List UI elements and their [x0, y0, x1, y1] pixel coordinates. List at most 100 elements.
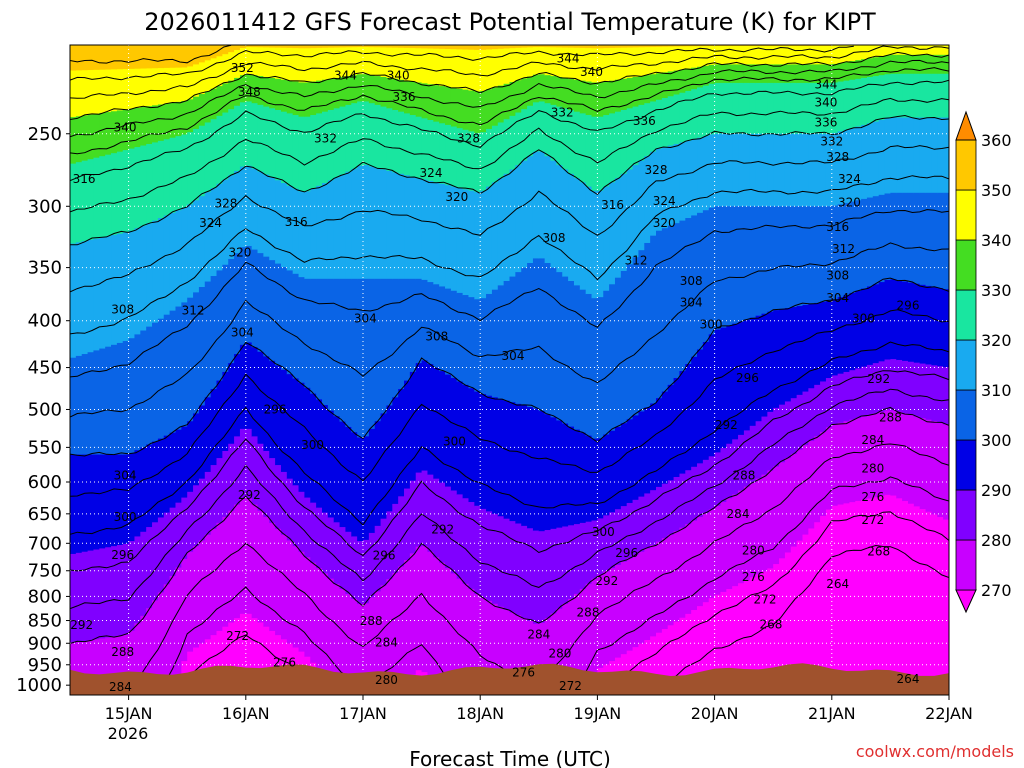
fill-cell [321, 47, 329, 81]
contour-label: 340 [114, 120, 137, 134]
fill-cell [644, 45, 651, 48]
fill-cell [931, 287, 938, 366]
fill-cell [491, 603, 499, 695]
fill-cell [749, 206, 757, 319]
isentrope-296 [70, 309, 949, 497]
fill-cell [614, 509, 622, 566]
fill-cell [872, 196, 880, 285]
colorbar-label: 360 [981, 131, 1012, 150]
fill-cell [111, 235, 118, 346]
fill-cell [509, 82, 516, 117]
fill-cell [333, 278, 341, 417]
fill-cell [667, 225, 675, 386]
fill-cell [111, 153, 118, 236]
fill-cell [749, 45, 757, 65]
fill-cell [292, 81, 300, 116]
contour-label: 284 [109, 680, 132, 694]
fill-cell [392, 45, 399, 49]
fill-cell [462, 49, 470, 91]
fill-cell [398, 47, 405, 81]
fill-cell [93, 639, 100, 695]
fill-cell [667, 534, 675, 626]
fill-cell [380, 413, 388, 520]
fill-cell [913, 73, 921, 119]
color-fills [70, 45, 949, 695]
contour-label: 284 [527, 627, 550, 641]
fill-cell [116, 635, 124, 695]
fill-cell [152, 522, 159, 601]
fill-cell [204, 639, 212, 695]
fill-cell [193, 45, 200, 66]
fill-cell [333, 77, 341, 109]
fill-cell [275, 109, 282, 181]
fill-cell [386, 278, 393, 407]
fill-cell [755, 206, 763, 317]
fill-cell [878, 194, 886, 283]
fill-cell [585, 583, 593, 688]
fill-cell [802, 534, 809, 695]
fill-cell [808, 45, 815, 47]
fill-cell [550, 528, 557, 615]
fill-cell [175, 306, 182, 431]
fill-cell [433, 284, 440, 369]
fill-cell [913, 54, 921, 75]
fill-cell [351, 45, 358, 48]
fill-cell [937, 516, 944, 695]
fill-cell [316, 399, 323, 509]
fill-cell [515, 523, 522, 616]
fill-cell [204, 122, 212, 193]
fill-cell [140, 107, 147, 147]
fill-cell [445, 185, 452, 290]
fill-cell [702, 513, 710, 603]
fill-cell [919, 284, 927, 365]
fill-cell [269, 360, 276, 459]
fill-cell [568, 45, 575, 49]
fill-cell [919, 192, 927, 286]
fill-cell [614, 45, 622, 49]
contour-label: 316 [73, 172, 96, 186]
contour-label: 328 [457, 132, 480, 146]
fill-cell [193, 292, 200, 415]
fill-cell [345, 426, 352, 533]
fill-cell [931, 73, 938, 119]
fill-cell [562, 45, 569, 49]
fill-cell [855, 290, 862, 370]
fill-cell [257, 45, 264, 48]
fill-cell [802, 304, 809, 393]
fill-cell [937, 73, 944, 119]
colorbar-label: 280 [981, 531, 1012, 550]
fill-cell [339, 588, 347, 693]
fill-cell [714, 82, 722, 135]
fill-cell [691, 610, 698, 695]
fill-cell [474, 299, 481, 393]
fill-cell [509, 169, 516, 278]
fill-cell [263, 256, 270, 357]
fill-cell [450, 290, 458, 379]
fill-cell [878, 45, 886, 57]
fill-cell [216, 522, 223, 632]
fill-cell [140, 68, 147, 108]
fill-cell [239, 47, 247, 76]
fill-cell [462, 45, 470, 51]
colorbar-swatch [955, 339, 977, 391]
fill-cell [146, 608, 153, 695]
fill-cell [515, 47, 522, 81]
fill-cell [515, 165, 522, 273]
fill-cell [415, 278, 423, 364]
fill-cell [157, 517, 165, 594]
fill-cell [351, 432, 358, 538]
fill-cell [720, 327, 727, 449]
fill-cell [280, 45, 288, 49]
fill-cell [280, 79, 288, 113]
fill-cell [368, 597, 376, 695]
fill-cell [609, 430, 616, 513]
fill-cell [327, 578, 335, 682]
fill-cell [439, 183, 446, 288]
contour-label: 280 [375, 673, 398, 687]
fill-cell [175, 136, 182, 211]
fill-cell [474, 391, 481, 507]
fill-cell [333, 416, 341, 523]
fill-cell [638, 160, 645, 251]
fill-cell [380, 585, 388, 695]
fill-cell [603, 290, 610, 436]
